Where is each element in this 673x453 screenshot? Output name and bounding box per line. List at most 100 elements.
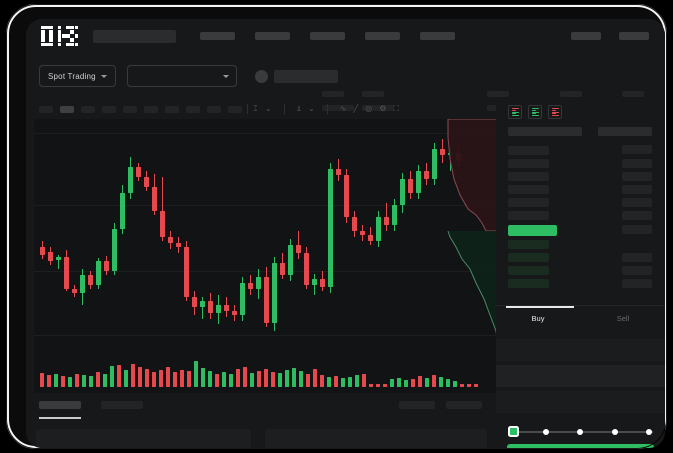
ob-mode-asks[interactable]: [548, 105, 562, 119]
brush-icon[interactable]: ╱: [353, 104, 359, 113]
order-book-ask-size: [622, 172, 652, 181]
submit-order-button[interactable]: [507, 444, 654, 448]
tab-sell[interactable]: Sell: [616, 314, 630, 323]
bottom-card-left[interactable]: [36, 429, 251, 448]
volume-bar: [47, 375, 51, 387]
wave-line-icon[interactable]: ∿: [339, 104, 347, 113]
timeframe-button[interactable]: [102, 105, 116, 113]
market-stat-label: [322, 91, 344, 97]
candle-body: [368, 235, 373, 241]
header-right-actions: [571, 32, 649, 40]
candle-body: [456, 153, 461, 161]
tab-buy[interactable]: Buy: [531, 314, 545, 323]
order-book-ask-size: [622, 145, 652, 154]
candlestick-type-icon[interactable]: ⑄: [253, 104, 258, 113]
volume-bar: [82, 375, 86, 387]
volume-bar: [327, 377, 331, 387]
amount-slider[interactable]: [508, 426, 653, 438]
candle-body: [344, 175, 349, 217]
order-book-ask-price: [508, 185, 549, 194]
slider-stop-dot[interactable]: [611, 428, 618, 435]
order-book-ask-price: [508, 159, 549, 168]
timeframe-button[interactable]: [39, 105, 53, 113]
ob-mode-bids[interactable]: [528, 105, 542, 119]
amount-field[interactable]: [496, 391, 665, 413]
candle-body: [288, 245, 293, 275]
bottom-tab-open-orders[interactable]: [39, 401, 81, 409]
market-stat-value: [362, 105, 394, 111]
more-chevron-icon[interactable]: ⌄: [308, 104, 315, 113]
slider-stop-dot[interactable]: [542, 428, 549, 435]
timeframe-button[interactable]: [123, 105, 137, 113]
bottom-action-1[interactable]: [399, 401, 435, 409]
volume-histogram: [34, 349, 496, 393]
order-book-bid-size: [622, 266, 652, 275]
ob-mode-both[interactable]: [508, 105, 522, 119]
slider-handle[interactable]: [508, 426, 519, 437]
timeframe-button[interactable]: [186, 105, 200, 113]
nav-item-2[interactable]: [255, 32, 290, 40]
bottom-panel-actions: [399, 401, 482, 409]
candle-body: [432, 149, 437, 179]
candle-body: [352, 217, 357, 231]
candle-body: [296, 245, 301, 253]
volume-bar: [285, 370, 289, 387]
search-input[interactable]: [93, 29, 176, 43]
candle-body: [80, 275, 85, 293]
slider-stop-dot[interactable]: [646, 428, 652, 435]
slider-stop-dot[interactable]: [577, 428, 583, 435]
header-action-2[interactable]: [619, 32, 649, 40]
candle-wick: [58, 255, 59, 269]
nav-item-5[interactable]: [420, 32, 455, 40]
volume-bar: [467, 384, 471, 387]
indicators-chevron-icon[interactable]: ⌄: [264, 104, 272, 113]
volume-bar: [411, 379, 415, 387]
volume-bar: [460, 384, 464, 387]
order-book-spread-highlight[interactable]: [508, 225, 557, 236]
nav-item-4[interactable]: [365, 32, 400, 40]
order-type-field[interactable]: [496, 339, 665, 361]
timeframe-button[interactable]: [60, 105, 74, 113]
volume-bar: [208, 371, 212, 387]
timeframe-button[interactable]: [228, 105, 242, 113]
ob-mode-line: [511, 111, 519, 113]
last-price-value: [273, 69, 338, 83]
timeframe-button[interactable]: [207, 105, 221, 113]
order-book-rows[interactable]: [496, 125, 665, 307]
volume-bar: [334, 376, 338, 387]
ob-mode-line: [511, 108, 519, 109]
timeframe-button[interactable]: [81, 105, 95, 113]
volume-bar: [187, 371, 191, 387]
volume-bar: [117, 365, 121, 387]
settings-gear-icon[interactable]: ⚙: [379, 104, 387, 113]
candle-body: [184, 247, 189, 297]
volume-bar: [236, 369, 240, 387]
price-field[interactable]: [496, 365, 665, 387]
fullscreen-icon[interactable]: ⛶: [393, 104, 400, 113]
timeframe-button[interactable]: [165, 105, 179, 113]
candle-body: [400, 179, 405, 205]
market-stat-value: [322, 105, 354, 111]
trading-pair-dropdown[interactable]: [126, 65, 237, 87]
last-price-block: [254, 69, 338, 83]
timeframe-button[interactable]: [144, 105, 158, 113]
compare-icon[interactable]: ⫫: [296, 104, 302, 113]
camera-icon[interactable]: ◎: [365, 104, 373, 113]
volume-bar: [159, 370, 163, 387]
chart-gridline: [34, 205, 496, 206]
nav-item-1[interactable]: [200, 32, 235, 40]
spot-trading-label: Spot Trading: [48, 71, 96, 81]
volume-bar: [376, 384, 380, 387]
spot-trading-dropdown[interactable]: Spot Trading: [39, 65, 116, 87]
header-action-1[interactable]: [571, 32, 601, 40]
bottom-card-right[interactable]: [265, 429, 487, 448]
volume-bar: [306, 374, 310, 387]
okx-logo-icon[interactable]: [41, 25, 81, 47]
bottom-action-2[interactable]: [446, 401, 482, 409]
nav-item-3[interactable]: [310, 32, 345, 40]
bottom-tab-order-history[interactable]: [101, 401, 143, 409]
volume-bar: [229, 374, 233, 387]
order-book-display-modes: [496, 99, 665, 119]
candlestick-chart[interactable]: [34, 119, 496, 349]
volume-bar: [292, 368, 296, 387]
